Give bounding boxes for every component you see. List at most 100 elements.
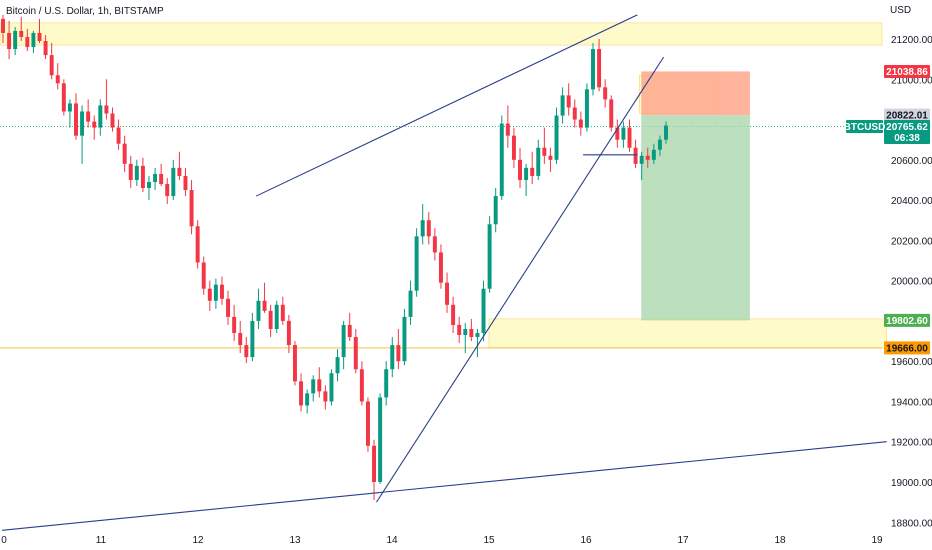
candle	[603, 79, 608, 108]
candle	[657, 135, 662, 156]
candle	[536, 139, 541, 180]
candle	[609, 95, 614, 132]
time-axis[interactable]: 0 11 12 13 14 15 16 17 18 19	[1, 535, 883, 546]
candle	[469, 318, 474, 342]
candle-body	[244, 345, 249, 358]
candle-body	[61, 83, 66, 112]
candle-body	[414, 236, 419, 291]
candle	[323, 385, 328, 410]
symbol-tag[interactable]: BTCUSD	[844, 119, 886, 133]
candle	[384, 361, 389, 406]
price-tag: 21038.86	[884, 64, 930, 78]
candle-body	[305, 393, 310, 406]
candle-body	[140, 165, 145, 189]
candle	[426, 212, 431, 245]
candle	[1, 14, 5, 44]
candle-body	[664, 125, 668, 140]
candle-body	[268, 310, 273, 329]
candle	[329, 369, 334, 406]
candle-body	[98, 105, 103, 128]
candle	[134, 159, 139, 186]
zone-support[interactable]	[488, 318, 888, 349]
candle	[445, 272, 450, 313]
time-tick-label: 16	[580, 535, 592, 546]
trendline-2[interactable]	[376, 56, 665, 503]
stop-loss-area[interactable]	[641, 71, 750, 116]
candle	[518, 147, 522, 189]
position-layer	[641, 71, 750, 321]
candle	[639, 151, 644, 180]
trendline-1[interactable]	[2, 441, 887, 531]
candle	[110, 107, 115, 132]
price-tag-bg	[884, 64, 930, 78]
candle	[74, 93, 78, 140]
candle-body	[329, 373, 334, 402]
price-tick-label: 18800.00	[891, 518, 932, 529]
price-tag-text: 21038.86	[886, 67, 928, 78]
candle	[341, 320, 346, 370]
candle	[347, 312, 352, 342]
candle-body	[499, 123, 504, 197]
candle	[335, 349, 340, 382]
candle-body	[420, 220, 425, 237]
candle	[280, 296, 285, 325]
candle	[414, 228, 419, 297]
candle	[627, 119, 632, 152]
take-profit-area[interactable]	[641, 115, 750, 321]
candle-body	[432, 236, 437, 253]
zone-resistance-top[interactable]	[0, 22, 883, 46]
candle-body	[74, 103, 78, 136]
candle	[487, 216, 492, 293]
candle-body	[280, 304, 285, 321]
candle-body	[238, 332, 243, 346]
candle	[591, 43, 595, 96]
candle-body	[317, 379, 322, 392]
candle	[256, 288, 261, 329]
candle	[615, 119, 620, 148]
time-tick-label: 19	[871, 535, 883, 546]
price-tag-text: 19666.00	[886, 343, 928, 354]
time-tick-label: 18	[774, 535, 786, 546]
candle-body	[147, 181, 151, 189]
price-axis[interactable]: 21200.00 21000.00 20600.00 20400.00 20200.00…	[891, 35, 932, 529]
candle-body	[627, 127, 632, 148]
candle-body	[554, 115, 559, 160]
candle-body	[7, 32, 12, 50]
candle-body	[86, 111, 91, 122]
candle-body	[536, 147, 541, 176]
price-tick-label: 19200.00	[891, 438, 932, 449]
candle	[402, 308, 407, 366]
candle	[219, 276, 224, 305]
candle-body	[438, 252, 443, 283]
candle	[481, 280, 486, 342]
candle-body	[639, 155, 644, 164]
candle-body	[80, 111, 85, 136]
candle-body	[207, 288, 212, 301]
candle-body	[359, 369, 364, 402]
candle-body	[19, 30, 24, 37]
candle-body	[195, 226, 200, 263]
candle	[645, 147, 650, 168]
candle	[195, 220, 200, 269]
candle-body	[201, 262, 206, 289]
candle	[244, 337, 249, 364]
candle	[572, 99, 577, 128]
candle	[250, 312, 255, 362]
candle	[621, 121, 626, 148]
trendline-3[interactable]	[255, 14, 638, 197]
candle	[25, 28, 30, 52]
candle-body	[262, 300, 267, 311]
candle-body	[530, 167, 535, 176]
price-tick-label: 20000.00	[891, 277, 932, 288]
candle	[566, 83, 571, 116]
candle	[7, 20, 12, 60]
candle-body	[396, 345, 401, 362]
candle-body	[408, 290, 413, 317]
candle-body	[615, 127, 620, 140]
candle-body	[49, 55, 54, 76]
candle	[128, 155, 133, 189]
chart-title: Bitcoin / U.S. Dollar, 1h, BITSTAMP	[6, 6, 164, 17]
price-tag-text: 20822.01	[886, 111, 928, 122]
